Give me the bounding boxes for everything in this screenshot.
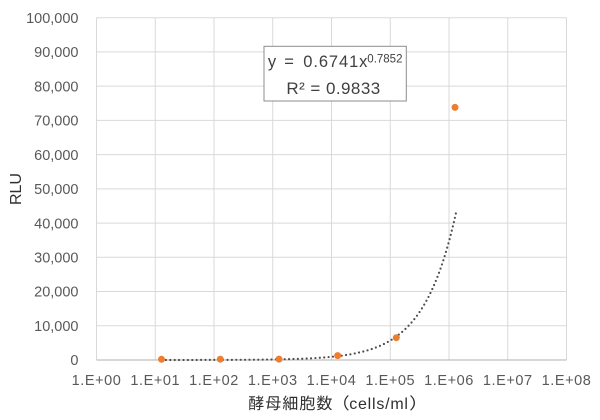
svg-text:y: y <box>268 53 277 71</box>
svg-text:1.E+03: 1.E+03 <box>248 373 298 389</box>
svg-text:1.E+06: 1.E+06 <box>424 373 474 389</box>
svg-text:40,000: 40,000 <box>34 216 78 232</box>
svg-text:1.E+04: 1.E+04 <box>307 373 357 389</box>
svg-text:1.E+05: 1.E+05 <box>365 373 415 389</box>
svg-text:20,000: 20,000 <box>34 285 78 301</box>
svg-text:60,000: 60,000 <box>34 148 78 164</box>
svg-text:100,000: 100,000 <box>26 11 78 27</box>
svg-text:0.6741x: 0.6741x <box>303 53 368 71</box>
svg-text:1.E+08: 1.E+08 <box>542 373 592 389</box>
svg-text:80,000: 80,000 <box>34 79 78 95</box>
svg-text:1.E+02: 1.E+02 <box>189 373 239 389</box>
svg-text:0.7852: 0.7852 <box>367 54 402 66</box>
svg-text:=: = <box>284 53 294 71</box>
svg-text:70,000: 70,000 <box>34 114 78 130</box>
svg-text:R² = 0.9833: R² = 0.9833 <box>286 79 380 98</box>
svg-text:10,000: 10,000 <box>34 319 78 335</box>
svg-text:1.E+00: 1.E+00 <box>72 373 122 389</box>
svg-text:cells/ml: cells/ml <box>349 396 409 413</box>
svg-text:90,000: 90,000 <box>34 45 78 61</box>
svg-text:30,000: 30,000 <box>34 251 78 267</box>
svg-text:50,000: 50,000 <box>34 182 78 198</box>
svg-text:1.E+07: 1.E+07 <box>483 373 533 389</box>
svg-text:RLU: RLU <box>8 173 25 205</box>
svg-text:0: 0 <box>70 353 78 369</box>
svg-text:1.E+01: 1.E+01 <box>130 373 180 389</box>
